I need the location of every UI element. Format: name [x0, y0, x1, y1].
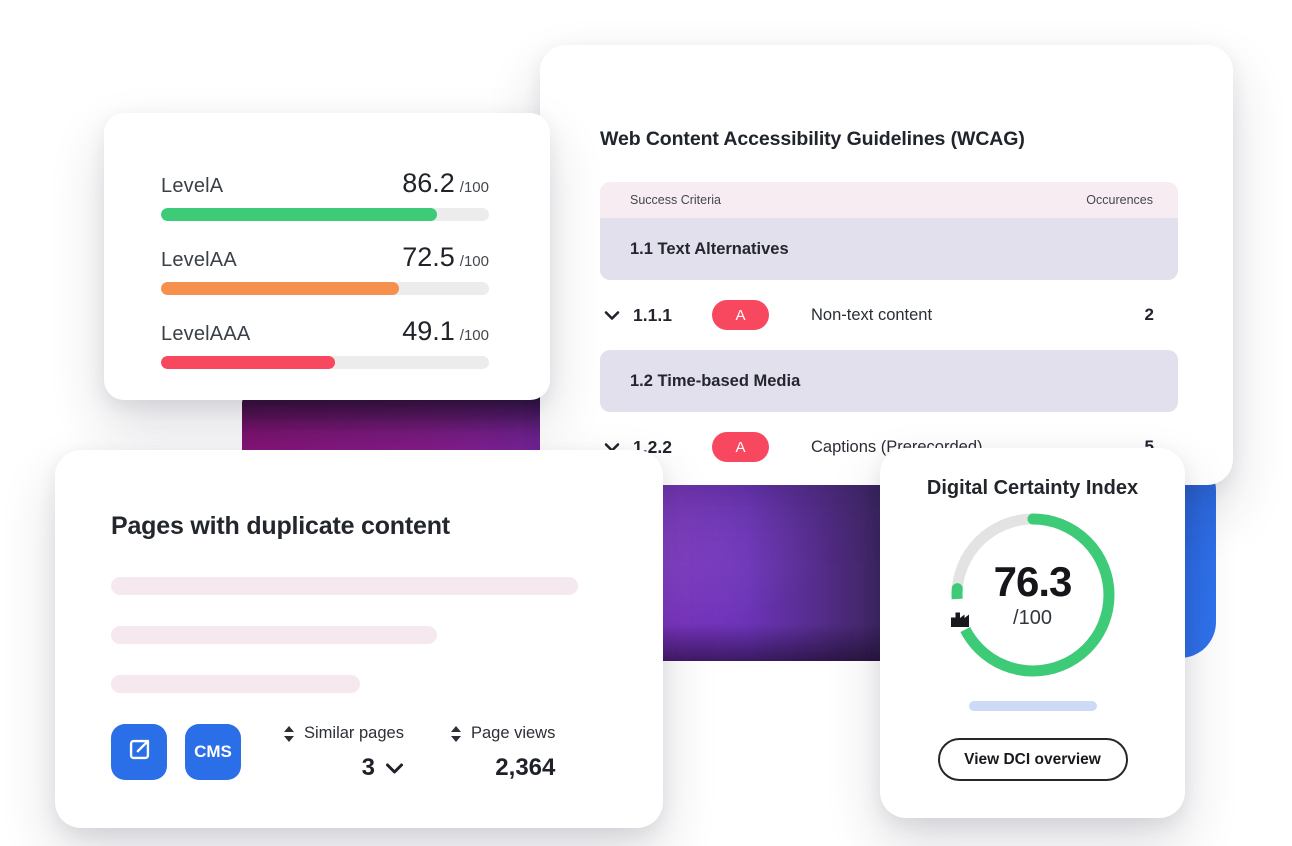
chevron-down-icon [385, 763, 403, 773]
progress-bar-fill [161, 282, 399, 295]
gauge-progress-ring [951, 513, 1114, 677]
similar-pages-value-dropdown[interactable]: 3 [362, 754, 404, 782]
progress-bar-fill [161, 356, 335, 369]
wcag-section-label: 1.1 Text Alternatives [630, 239, 789, 258]
column-header-occurrences: Occurences [1086, 193, 1153, 207]
external-link-icon [126, 736, 153, 768]
page-views-value: 2,364 [495, 754, 556, 781]
level-row: LevelAA 72.5/100 [161, 242, 489, 295]
cms-button[interactable]: CMS [185, 724, 241, 780]
level-label: LevelAA [161, 249, 237, 271]
sort-icon [450, 725, 461, 742]
wcag-section-row: 1.1 Text Alternatives [600, 218, 1178, 280]
progress-bar-track [161, 282, 489, 295]
dci-gauge: 76.3 /100 [947, 510, 1118, 680]
duplicate-content-card: Pages with duplicate content CMS Similar… [55, 450, 663, 828]
sort-column-label: Similar pages [304, 724, 404, 742]
occurrence-count: 5 [1144, 437, 1154, 456]
level-score: 49.1 [402, 316, 455, 346]
level-score: 72.5 [402, 242, 455, 272]
level-row: LevelAAA 49.1/100 [161, 316, 489, 369]
duplicate-content-title: Pages with duplicate content [111, 512, 450, 540]
dci-card-title: Digital Certainty Index [926, 477, 1139, 499]
level-a-badge: A [712, 432, 769, 462]
dci-score: 76.3 [993, 557, 1073, 605]
level-score: 86.2 [402, 168, 455, 198]
text-placeholder-bar [111, 626, 437, 644]
wcag-card-title: Web Content Accessibility Guidelines (WC… [600, 128, 1025, 150]
level-score-max: /100 [459, 327, 489, 344]
text-placeholder-bar [111, 577, 578, 595]
level-a-badge: A [712, 300, 769, 330]
criterion-name: Non-text content [811, 305, 933, 324]
factory-icon [950, 612, 969, 627]
progress-bar-fill [161, 208, 437, 221]
sort-column-label: Page views [470, 724, 556, 742]
wcag-card: Web Content Accessibility Guidelines (WC… [540, 45, 1233, 485]
sort-icon [284, 725, 294, 742]
text-placeholder-pill [968, 701, 1097, 711]
dci-score-max: /100 [1013, 606, 1052, 629]
wcag-section-row: 1.2 Time-based Media [600, 350, 1178, 412]
occurrence-count: 2 [1144, 305, 1154, 324]
sort-page-views[interactable]: Page views [450, 724, 555, 743]
accessibility-levels-card: LevelA 86.2/100 LevelAA 72.5/100 LevelAA… [104, 113, 550, 400]
level-label: LevelA [161, 175, 224, 197]
level-score-max: /100 [459, 253, 489, 270]
wcag-table-header: Success Criteria Occurences [600, 182, 1178, 218]
open-page-button[interactable] [111, 724, 167, 780]
criterion-code: 1.1.1 [633, 304, 672, 325]
wcag-criterion-row[interactable]: 1.1.1 A Non-text content 2 [600, 280, 1178, 350]
chevron-down-icon[interactable] [604, 310, 620, 321]
level-label: LevelAAA [161, 323, 251, 345]
similar-pages-value: 3 [361, 754, 375, 781]
progress-bar-track [161, 208, 489, 221]
cms-button-label: CMS [194, 742, 232, 761]
wcag-section-label: 1.2 Time-based Media [630, 371, 801, 390]
dci-card: Digital Certainty Index 76.3 /100 View D… [880, 448, 1185, 818]
text-placeholder-bar [111, 675, 360, 693]
progress-bar-track [161, 356, 489, 369]
column-header-success-criteria: Success Criteria [630, 193, 721, 207]
sort-similar-pages[interactable]: Similar pages [283, 724, 404, 743]
level-row: LevelA 86.2/100 [161, 168, 489, 221]
level-score-max: /100 [459, 179, 489, 196]
view-dci-overview-button[interactable]: View DCI overview [937, 738, 1128, 781]
